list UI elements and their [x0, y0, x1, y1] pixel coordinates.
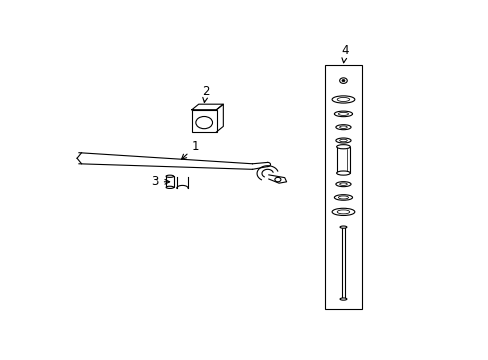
- Ellipse shape: [339, 183, 346, 185]
- Ellipse shape: [166, 186, 173, 188]
- Ellipse shape: [331, 96, 354, 103]
- Text: 4: 4: [341, 44, 348, 63]
- Circle shape: [196, 117, 212, 129]
- Bar: [191, 110, 216, 132]
- Ellipse shape: [336, 171, 349, 175]
- Ellipse shape: [338, 196, 348, 199]
- Ellipse shape: [337, 210, 349, 214]
- Ellipse shape: [339, 126, 346, 129]
- Ellipse shape: [335, 138, 350, 143]
- Ellipse shape: [337, 98, 349, 102]
- Circle shape: [274, 177, 280, 182]
- Ellipse shape: [339, 226, 346, 228]
- Ellipse shape: [166, 175, 173, 177]
- Ellipse shape: [339, 298, 346, 300]
- Text: 2: 2: [202, 85, 209, 102]
- Bar: [336, 147, 349, 173]
- Bar: [324, 66, 362, 309]
- Ellipse shape: [331, 208, 354, 216]
- Ellipse shape: [334, 111, 352, 117]
- Circle shape: [341, 80, 344, 82]
- Ellipse shape: [339, 139, 346, 142]
- Bar: [166, 176, 173, 187]
- Text: 1: 1: [181, 140, 199, 159]
- Circle shape: [339, 78, 346, 84]
- Ellipse shape: [335, 182, 350, 186]
- Ellipse shape: [338, 112, 348, 116]
- Ellipse shape: [336, 145, 349, 149]
- Text: 3: 3: [151, 175, 169, 188]
- Ellipse shape: [334, 195, 352, 200]
- Ellipse shape: [335, 125, 350, 130]
